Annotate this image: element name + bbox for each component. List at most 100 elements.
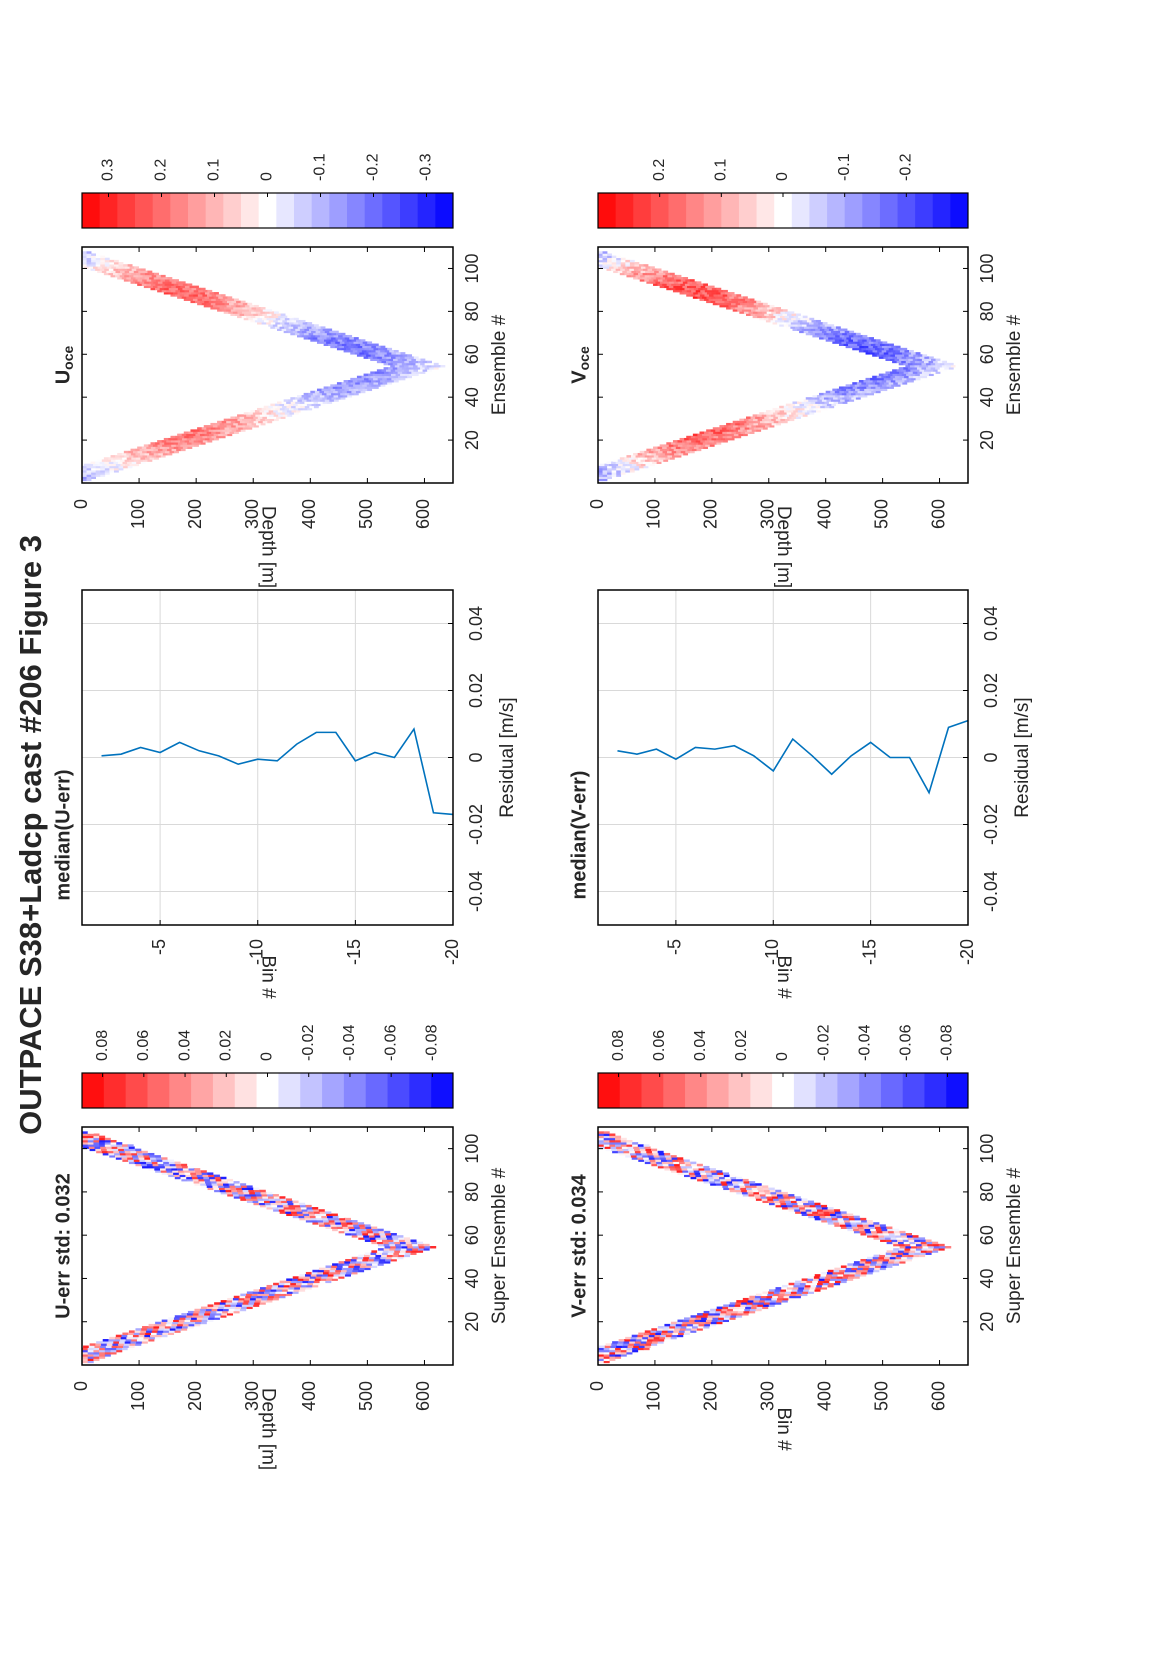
heatmap-cell	[254, 410, 260, 413]
heatmap-cell	[906, 1256, 913, 1260]
heatmap-cell	[306, 334, 311, 338]
heatmap-cell	[210, 1310, 217, 1314]
heatmap-cell	[357, 349, 363, 353]
heatmap-cell	[632, 1347, 639, 1351]
heatmap-cell	[403, 1254, 410, 1258]
heatmap-cell	[215, 431, 221, 434]
heatmap-cell	[788, 1194, 795, 1197]
heatmap-cell	[287, 315, 293, 319]
heatmap-cell	[264, 311, 270, 314]
heatmap-cell	[809, 1204, 816, 1208]
heatmap-cell	[728, 304, 734, 308]
heatmap-cell	[857, 395, 863, 398]
heatmap-cell	[164, 446, 170, 449]
heatmap-cell	[828, 1282, 835, 1286]
heatmap-cell	[306, 330, 312, 334]
heatmap-cell	[702, 1313, 709, 1316]
heatmap-cell	[316, 1217, 323, 1221]
heatmap-cell	[275, 1291, 282, 1294]
heatmap-cell	[840, 1226, 847, 1229]
heatmap-cell	[357, 345, 363, 349]
heatmap-cell	[757, 1304, 764, 1307]
heatmap-cell	[665, 1155, 672, 1158]
heatmap-cell	[327, 1276, 334, 1279]
heatmap-cell	[598, 1360, 604, 1364]
heatmap-cell	[308, 1280, 315, 1284]
heatmap-cell	[735, 427, 741, 430]
heatmap-cell	[250, 1295, 257, 1299]
heatmap-cell	[174, 450, 179, 454]
heatmap-cell	[380, 380, 385, 383]
heatmap-cell	[664, 1339, 671, 1342]
heatmap-cell	[355, 343, 361, 346]
heatmap-cell	[256, 307, 261, 310]
x-tick-label: 40	[977, 387, 997, 407]
heatmap-cell	[263, 1293, 270, 1297]
heatmap-cell	[314, 1278, 321, 1281]
heatmap-cell	[348, 384, 354, 387]
heatmap-cell	[657, 283, 663, 286]
heatmap-cell	[392, 1254, 399, 1258]
heatmap-cell	[110, 1139, 117, 1143]
heatmap-cell	[361, 354, 367, 357]
heatmap-cell	[716, 292, 721, 295]
heatmap-cell	[135, 448, 140, 452]
heatmap-cell	[706, 296, 712, 299]
heatmap-cell	[227, 1313, 234, 1316]
heatmap-cell	[819, 397, 825, 400]
colorbar-swatch	[880, 1073, 904, 1108]
heatmap-cell	[126, 1155, 133, 1158]
heatmap-cell	[219, 307, 225, 310]
heatmap-cell	[867, 1256, 873, 1260]
heatmap-cell	[193, 440, 199, 443]
heatmap-cell	[405, 1250, 412, 1253]
heatmap-cell	[723, 425, 729, 428]
heatmap-cell	[878, 1256, 885, 1260]
heatmap-cell	[633, 1345, 640, 1348]
heatmap-cell	[835, 330, 841, 334]
heatmap-cell	[768, 412, 774, 415]
heatmap-cell	[798, 315, 804, 319]
heatmap-cell	[764, 1191, 771, 1195]
heatmap-cell	[745, 298, 750, 301]
heatmap-cell	[322, 1274, 329, 1277]
heatmap-cell	[192, 298, 198, 301]
heatmap-cell	[194, 1323, 201, 1327]
heatmap-cell	[301, 334, 307, 338]
heatmap-cell	[110, 1144, 117, 1147]
heatmap-cell	[845, 1224, 852, 1227]
heatmap-cell	[371, 1226, 378, 1229]
heatmap-cell	[321, 1276, 328, 1279]
heatmap-cell	[853, 339, 858, 342]
heatmap-cell	[210, 307, 216, 310]
heatmap-cell	[400, 1243, 407, 1247]
heatmap-cell	[212, 304, 218, 308]
heatmap-cell	[203, 1315, 210, 1318]
heatmap-cell	[672, 455, 677, 458]
heatmap-cell	[380, 384, 386, 387]
heatmap-cell	[803, 399, 809, 402]
heatmap-cell	[761, 315, 767, 319]
heatmap-cell	[303, 1213, 310, 1217]
heatmap-cell	[616, 259, 622, 263]
heatmap-cell	[870, 347, 876, 351]
heatmap-cell	[123, 1343, 130, 1346]
heatmap-cell	[379, 358, 385, 362]
heatmap-cell	[284, 412, 290, 415]
heatmap-cell	[840, 399, 845, 402]
heatmap-cell	[662, 283, 667, 286]
heatmap-cell	[697, 1178, 704, 1182]
heatmap-cell	[280, 416, 286, 419]
heatmap-cell	[762, 422, 768, 426]
heatmap-cell	[217, 304, 223, 308]
heatmap-cell	[363, 373, 369, 377]
heatmap-cell	[780, 1202, 787, 1206]
heatmap-cell	[631, 266, 637, 269]
heatmap-cell	[802, 315, 808, 319]
heatmap-cell	[141, 1328, 148, 1331]
heatmap-cell	[913, 1237, 920, 1240]
heatmap-cell	[867, 1222, 874, 1225]
y-tick-label: 600	[928, 1381, 948, 1411]
heatmap-cell	[244, 425, 250, 428]
heatmap-cell	[832, 388, 838, 392]
